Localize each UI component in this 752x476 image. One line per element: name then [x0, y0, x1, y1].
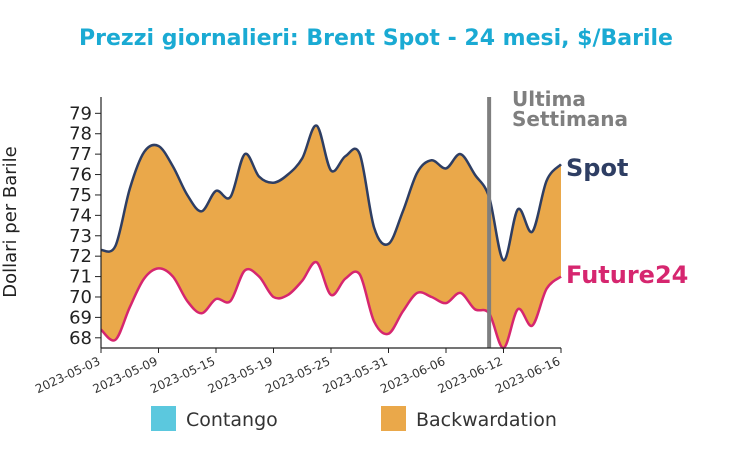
backwardation-band	[101, 125, 561, 349]
y-tick-label: 75	[69, 185, 92, 206]
future24-series-label: Future24	[566, 261, 688, 289]
x-tick-label: 2023-06-06	[378, 354, 447, 396]
x-tick-label: 2023-06-16	[493, 354, 562, 396]
spot-series-label: Spot	[566, 154, 628, 182]
legend-label-backwardation: Backwardation	[416, 409, 557, 431]
y-tick-label: 74	[69, 205, 92, 226]
y-tick-label: 71	[69, 267, 92, 288]
legend-swatch-contango	[151, 406, 176, 431]
x-tick-label: 2023-05-09	[91, 354, 160, 396]
y-tick-label: 76	[69, 165, 92, 186]
last-week-annotation-line2: Settimana	[512, 107, 628, 131]
y-tick-label: 78	[69, 124, 92, 145]
y-tick-label: 72	[69, 246, 92, 267]
y-tick-label: 70	[69, 287, 92, 308]
y-tick-label: 77	[69, 144, 92, 165]
x-axis: 2023-05-032023-05-092023-05-152023-05-19…	[33, 347, 562, 396]
spot-series-line	[100, 124, 562, 262]
legend-label-contango: Contango	[186, 409, 278, 431]
x-tick-label: 2023-05-15	[148, 354, 217, 396]
x-tick-label: 2023-06-12	[436, 354, 505, 396]
x-tick-label: 2023-05-19	[206, 354, 275, 396]
last-week-annotation-line1: Ultima	[512, 87, 586, 111]
chart-title: Prezzi giornalieri: Brent Spot - 24 mesi…	[79, 26, 673, 51]
plot-area	[100, 97, 562, 350]
y-tick-label: 69	[69, 307, 92, 328]
legend: Contango Backwardation	[151, 406, 557, 431]
x-tick-label: 2023-05-03	[33, 354, 102, 396]
x-tick-label: 2023-05-31	[321, 354, 390, 396]
x-tick-label: 2023-05-25	[263, 354, 332, 396]
y-tick-label: 73	[69, 226, 92, 247]
y-axis-label: Dollari per Barile	[0, 146, 21, 298]
future24-series-line	[100, 260, 562, 350]
y-tick-label: 68	[69, 328, 92, 349]
y-tick-label: 79	[69, 103, 92, 124]
legend-swatch-backwardation	[381, 406, 406, 431]
